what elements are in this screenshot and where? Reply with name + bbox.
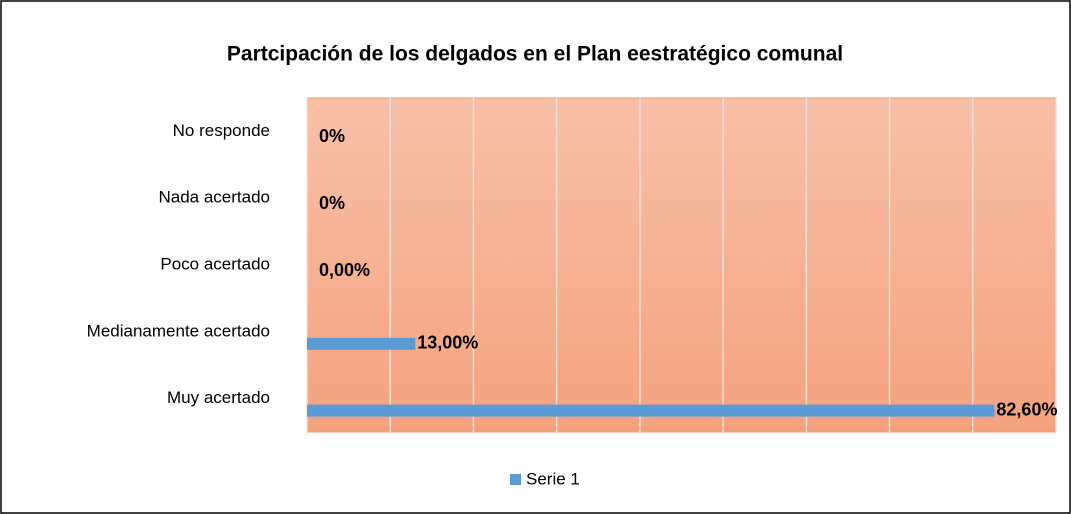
legend-label: Serie 1 bbox=[526, 469, 580, 488]
data-label: 0% bbox=[319, 193, 345, 213]
chart-title: Partcipación de los delgados en el Plan … bbox=[227, 43, 843, 66]
y-tick-label: Nada acertado bbox=[158, 188, 270, 207]
legend-swatch bbox=[510, 474, 521, 485]
data-label: 82,60% bbox=[996, 399, 1057, 419]
bar bbox=[307, 337, 416, 350]
y-tick-label: Poco acertado bbox=[160, 254, 270, 273]
data-label: 0% bbox=[319, 126, 345, 146]
y-tick-label: Medianamente acertado bbox=[87, 321, 270, 340]
y-tick-label: Muy acertado bbox=[167, 388, 270, 407]
plot-area bbox=[306, 97, 1057, 433]
data-label: 0,00% bbox=[319, 260, 370, 280]
y-tick-label: No responde bbox=[173, 121, 270, 140]
bar bbox=[307, 404, 995, 417]
data-label: 13,00% bbox=[417, 333, 478, 353]
